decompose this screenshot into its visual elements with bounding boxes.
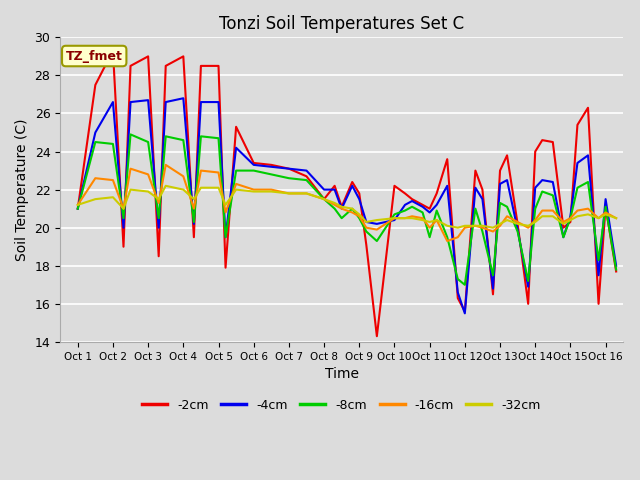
Title: Tonzi Soil Temperatures Set C: Tonzi Soil Temperatures Set C	[219, 15, 464, 33]
Y-axis label: Soil Temperature (C): Soil Temperature (C)	[15, 119, 29, 261]
X-axis label: Time: Time	[324, 367, 358, 381]
Text: TZ_fmet: TZ_fmet	[66, 49, 123, 62]
Legend: -2cm, -4cm, -8cm, -16cm, -32cm: -2cm, -4cm, -8cm, -16cm, -32cm	[138, 394, 546, 417]
